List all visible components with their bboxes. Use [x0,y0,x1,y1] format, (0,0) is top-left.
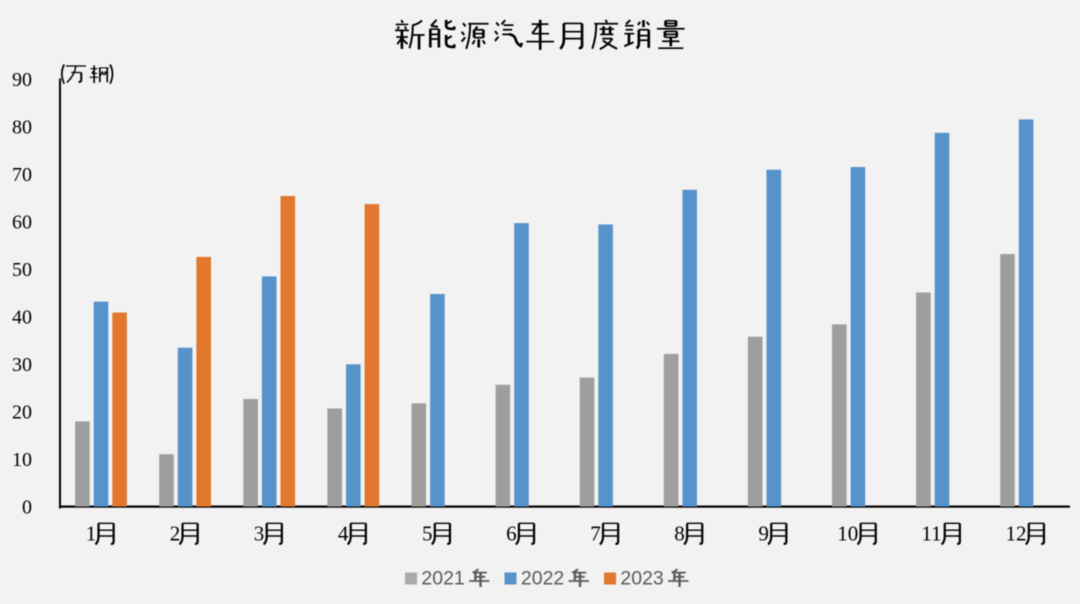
svg-text:2023: 2023 [620,568,663,590]
svg-text:40: 40 [12,307,32,329]
svg-text:3: 3 [254,522,264,546]
svg-text:12: 12 [1006,522,1027,546]
svg-text:8: 8 [674,522,685,546]
svg-text:7: 7 [590,522,601,546]
svg-text:90: 90 [12,69,32,91]
svg-text:10: 10 [12,449,32,471]
svg-text:50: 50 [12,259,32,281]
svg-text:80: 80 [12,116,32,138]
svg-text:4: 4 [338,522,349,546]
svg-text:9: 9 [758,522,769,546]
svg-text:70: 70 [12,164,32,186]
svg-text:0: 0 [22,497,32,519]
svg-text:11: 11 [921,522,941,546]
svg-text:60: 60 [12,211,32,233]
svg-text:5: 5 [422,522,433,546]
svg-text:20: 20 [12,402,32,424]
svg-text:2021: 2021 [421,568,464,590]
svg-text:2: 2 [170,522,181,546]
svg-text:2022: 2022 [521,568,564,590]
svg-text:1: 1 [86,522,97,546]
svg-text:30: 30 [12,354,32,376]
svg-text:10: 10 [837,522,858,546]
svg-text:6: 6 [506,522,516,546]
